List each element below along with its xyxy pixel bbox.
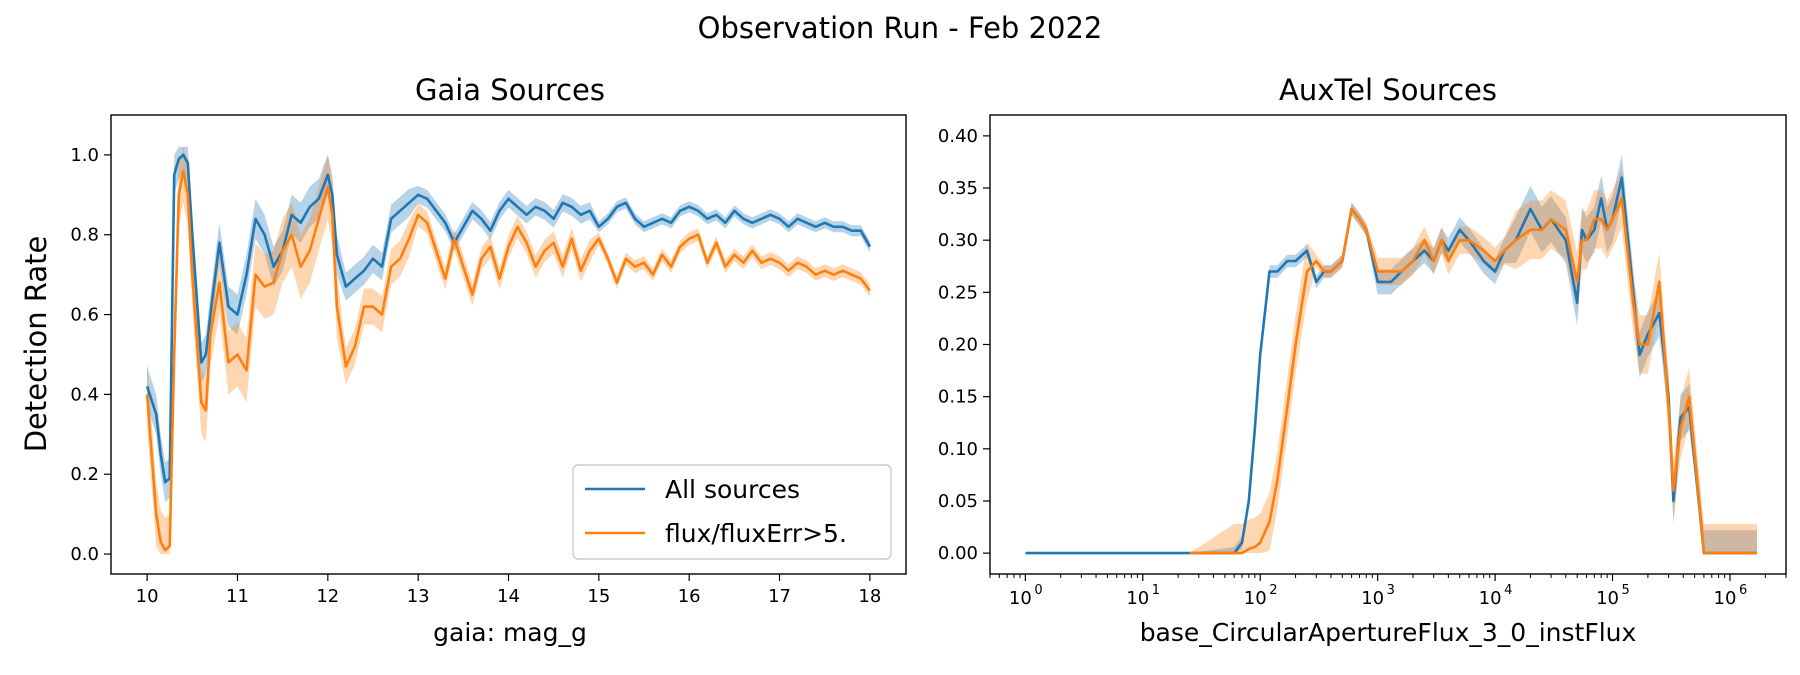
gaia-xtick-label: 17: [768, 586, 791, 607]
auxtel-band-flux-cut: [1189, 169, 1757, 554]
auxtel-ytick-label: 0.20: [938, 335, 978, 356]
auxtel-xtick-label: 10: [1596, 588, 1619, 609]
auxtel-xtick-exponent: 0: [1034, 583, 1042, 598]
auxtel-ytick-label: 0.25: [938, 282, 978, 303]
auxtel-ytick-label: 0.00: [938, 543, 978, 564]
gaia-xtick-label: 18: [858, 586, 881, 607]
auxtel-xtick-exponent: 5: [1622, 583, 1630, 598]
gaia-xtick-label: 15: [587, 586, 610, 607]
auxtel-axes-frame: [989, 114, 1787, 575]
gaia-ytick-label: 0.2: [70, 464, 99, 485]
gaia-ylabel: Detection Rate: [19, 236, 53, 453]
auxtel-xtick-exponent: 6: [1739, 583, 1747, 598]
auxtel-xtick-exponent: 3: [1387, 583, 1395, 598]
gaia-ytick-label: 0.4: [70, 384, 99, 405]
gaia-xtick-label: 12: [316, 586, 339, 607]
gaia-ytick-label: 0.0: [70, 544, 99, 565]
auxtel-plot-area: 10 0 10 1 10 2 10 3 10 4 10 5 10 60.000.050.100.150.2…: [938, 126, 1787, 609]
auxtel-ytick-label: 0.35: [938, 178, 978, 199]
auxtel-ytick-label: 0.15: [938, 387, 978, 408]
auxtel-xtick-label: 10: [1126, 588, 1149, 609]
gaia-ytick-label: 1.0: [70, 145, 99, 166]
auxtel-ytick-label: 0.40: [938, 126, 978, 147]
legend-label-all-sources: All sources: [665, 475, 800, 504]
auxtel-xlabel: base_CircularApertureFlux_3_0_instFlux: [1140, 618, 1637, 647]
auxtel-title: AuxTel Sources: [1279, 73, 1497, 107]
figure-suptitle: Observation Run - Feb 2022: [698, 11, 1103, 45]
auxtel-xtick-label: 10: [1479, 588, 1502, 609]
gaia-panel: Gaia Sources 10 11 12 13 14 15 16 17 18 0.0 0.2 0.4…: [19, 73, 907, 647]
auxtel-ytick-label: 0.30: [938, 230, 978, 251]
gaia-axes-frame: [110, 114, 907, 575]
auxtel-ytick-label: 0.05: [938, 491, 978, 512]
auxtel-xtick-label: 10: [1361, 588, 1384, 609]
auxtel-xtick-label: 10: [1009, 588, 1032, 609]
gaia-plot-area: 10 11 12 13 14 15 16 17 18 0.0 0.2 0.4 0.6 0.8 1.0: [70, 145, 881, 607]
gaia-line-all-sources: [145, 153, 872, 484]
legend-box: [572, 464, 892, 560]
gaia-xtick-label: 13: [407, 586, 430, 607]
auxtel-panel: AuxTel Sources 10 0 10 1 10 2 10 3 10 4 10 5 10 60.00…: [938, 73, 1787, 647]
gaia-xlabel: gaia: mag_g: [433, 618, 587, 647]
gaia-xtick-label: 11: [226, 586, 249, 607]
auxtel-xtick-exponent: 1: [1152, 583, 1160, 598]
legend-label-flux-cut: flux/fluxErr>5.: [665, 519, 847, 548]
auxtel-xtick-label: 10: [1714, 588, 1737, 609]
gaia-legend: All sources flux/fluxErr>5.: [572, 464, 892, 560]
auxtel-xtick-exponent: 2: [1269, 583, 1277, 598]
gaia-line-flux-cut: [145, 169, 871, 552]
gaia-ytick-label: 0.6: [70, 305, 99, 326]
gaia-title: Gaia Sources: [415, 73, 605, 107]
gaia-ytick-label: 0.8: [70, 225, 99, 246]
gaia-xtick-label: 10: [136, 586, 159, 607]
auxtel-xtick-label: 10: [1244, 588, 1267, 609]
gaia-xtick-label: 16: [678, 586, 701, 607]
auxtel-xtick-exponent: 4: [1504, 583, 1512, 598]
gaia-xtick-label: 14: [497, 586, 520, 607]
auxtel-ytick-label: 0.10: [938, 439, 978, 460]
auxtel-line-flux-cut: [1189, 197, 1757, 555]
